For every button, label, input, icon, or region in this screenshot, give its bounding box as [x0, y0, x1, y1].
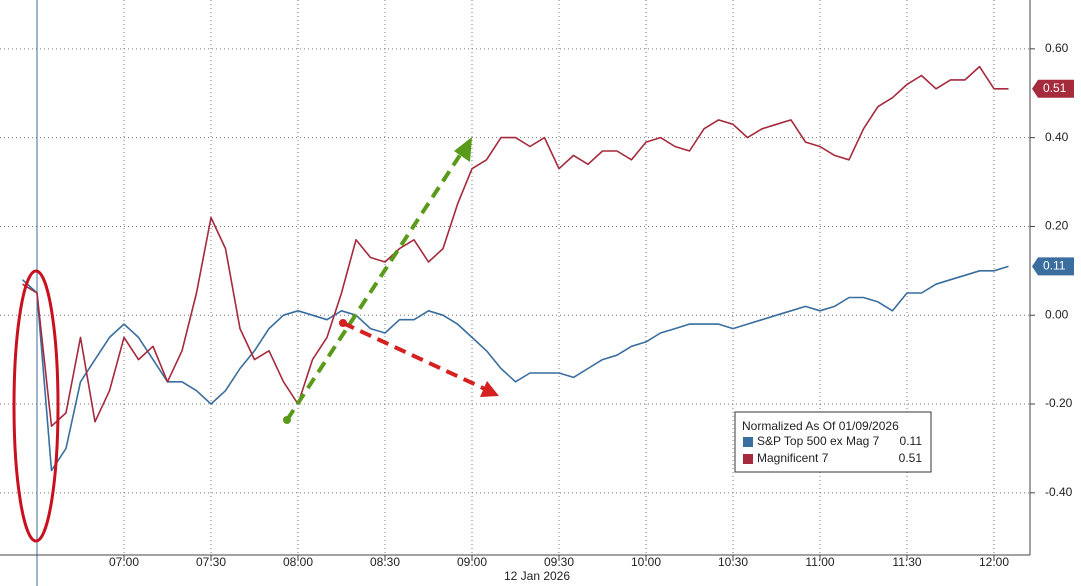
x-tick-label: 09:00 — [457, 555, 487, 569]
x-tick-label: 11:00 — [805, 555, 834, 569]
x-tick-label: 12:00 — [979, 555, 1009, 569]
x-tick-label: 09:30 — [544, 555, 574, 569]
y-tick-label: -0.40 — [1045, 485, 1073, 499]
green-arrow — [285, 150, 464, 422]
x-tick-label: 10:00 — [631, 555, 661, 569]
highlight-ellipse — [12, 269, 60, 543]
legend-value: 0.11 — [900, 434, 923, 448]
legend-swatch — [743, 437, 753, 447]
x-tick-label: 07:00 — [109, 555, 139, 569]
red-arrow — [342, 321, 486, 391]
legend-label: S&P Top 500 ex Mag 7 — [757, 434, 880, 448]
x-tick-label: 08:30 — [370, 555, 400, 569]
legend-swatch — [743, 454, 753, 464]
legend-title: Normalized As Of 01/09/2026 — [742, 419, 899, 433]
x-tick-label: 10:30 — [718, 555, 748, 569]
series-line — [21, 265, 1009, 472]
value-tag — [1032, 257, 1074, 276]
value-tag-label: 0.51 — [1043, 81, 1067, 95]
value-tag — [1032, 79, 1074, 98]
y-tick-label: 0.60 — [1045, 41, 1069, 55]
legend: Normalized As Of 01/09/2026 S&P Top 500 … — [734, 411, 932, 473]
series-line — [22, 65, 1009, 427]
y-tick-label: 0.00 — [1045, 307, 1069, 321]
green-arrowhead — [454, 137, 472, 162]
legend-value: 0.51 — [899, 451, 923, 465]
x-tick-label: 08:00 — [283, 555, 313, 569]
annotations — [12, 137, 499, 543]
y-tick-label: 0.40 — [1045, 130, 1069, 144]
red-arrowhead — [480, 381, 499, 397]
plot-area: -0.40 -0.20 0.00 0.20 0.40 0.60 07:00 07:30 08:0… — [0, 0, 1073, 569]
value-tag-label: 0.11 — [1043, 259, 1066, 273]
legend-label: Magnificent 7 — [757, 451, 829, 465]
x-tick-label: 11:30 — [892, 555, 921, 569]
red-arrow-start — [339, 319, 347, 327]
green-arrow-start — [283, 416, 291, 424]
x-tick-label: 07:30 — [196, 555, 226, 569]
legend-box — [734, 411, 932, 473]
y-tick-label: -0.20 — [1045, 396, 1073, 410]
y-tick-label: 0.20 — [1045, 219, 1069, 233]
x-axis-label: 12 Jan 2026 — [504, 569, 570, 583]
